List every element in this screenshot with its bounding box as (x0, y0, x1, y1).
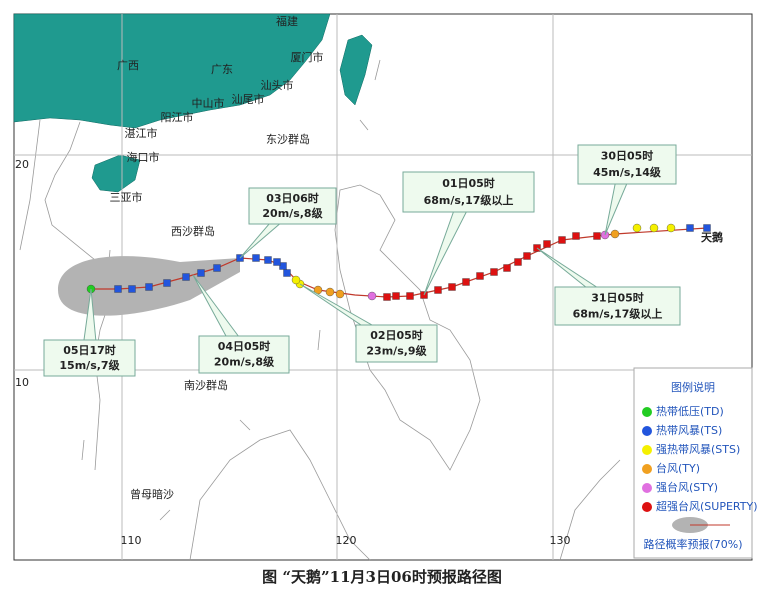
track-point (197, 269, 205, 277)
track-point (632, 223, 642, 233)
place-label: 广东 (211, 63, 233, 76)
callout-info: 23m/s,9级 (366, 344, 427, 358)
place-label: 汕头市 (261, 78, 294, 92)
lon-label: 110 (121, 534, 142, 547)
callout-time: 01日05时 (442, 176, 495, 190)
track-point (145, 283, 153, 291)
track-point (325, 287, 335, 297)
track-point (476, 272, 484, 280)
caption: 图 “天鹅”11月3日06时预报路径图 (262, 568, 502, 586)
callout-info: 68m/s,17级以上 (573, 306, 663, 320)
legend-marker (642, 464, 652, 474)
track-point (503, 264, 511, 272)
callout-info: 68m/s,17级以上 (424, 193, 514, 207)
place-label: 三亚市 (110, 190, 143, 204)
track-point (593, 232, 601, 240)
place-label: 天鹅 (701, 230, 723, 244)
track-point (392, 292, 400, 300)
track-point (128, 285, 136, 293)
track-point (490, 268, 498, 276)
legend-item: 超强台风(SUPERTY) (656, 499, 757, 513)
legend-marker (642, 502, 652, 512)
land (13, 13, 373, 193)
legend-item: 热带低压(TD) (656, 405, 724, 418)
track-point (367, 291, 377, 301)
place-label: 厦门市 (291, 50, 324, 64)
track-point (514, 258, 522, 266)
track-point (523, 252, 531, 260)
track-point (448, 283, 456, 291)
track-point (666, 223, 676, 233)
callout-time: 05日17时 (63, 343, 116, 357)
callout-time: 04日05时 (218, 339, 271, 353)
legend-marker (642, 483, 652, 493)
legend-box (633, 367, 753, 559)
legend-item: 强热带风暴(STS) (656, 443, 740, 456)
callout-time: 02日05时 (370, 328, 423, 342)
track-point (558, 236, 566, 244)
track-point (252, 254, 260, 262)
callout-info: 20m/s,8级 (214, 355, 275, 369)
legend-item: 强台风(STY) (656, 480, 718, 494)
track-point (273, 258, 281, 266)
place-label: 曾母暗沙 (130, 487, 174, 501)
place-label: 海口市 (127, 150, 160, 164)
track-point (383, 293, 391, 301)
place-label: 福建 (276, 14, 298, 28)
track-point (572, 232, 580, 240)
place-label: 湛江市 (125, 126, 158, 140)
track-point (543, 240, 551, 248)
track-point (434, 286, 442, 294)
lon-label: 120 (336, 534, 357, 547)
callout-box (577, 144, 677, 185)
legend-marker (642, 426, 652, 436)
callout-box (355, 324, 438, 363)
place-label: 汕尾市 (232, 92, 265, 106)
legend-title: 图例说明 (671, 380, 715, 394)
track-point (406, 292, 414, 300)
track-point (703, 224, 711, 232)
callout-box (248, 187, 337, 225)
track-point (279, 262, 287, 270)
place-label: 中山市 (192, 96, 225, 110)
callout-time: 03日06时 (266, 191, 319, 205)
track-point (114, 285, 122, 293)
legend-cone-label: 路径概率预报(70%) (643, 537, 742, 551)
track-point (686, 224, 694, 232)
track-point (163, 279, 171, 287)
track-point (213, 264, 221, 272)
track-point (610, 229, 620, 239)
legend-item: 台风(TY) (656, 461, 700, 475)
callout-box (43, 339, 136, 377)
callout-info: 45m/s,14级 (593, 165, 662, 179)
track-point (182, 273, 190, 281)
track-point (283, 269, 291, 277)
track-point (335, 289, 345, 299)
track-point (291, 275, 301, 285)
lon-label: 130 (550, 534, 571, 547)
callout-time: 30日05时 (601, 149, 654, 163)
callout-box (402, 171, 535, 213)
legend-marker (642, 407, 652, 417)
lat-label: 20 (15, 158, 29, 171)
track-point (264, 256, 272, 264)
place-label: 东沙群岛 (266, 132, 310, 146)
lat-label: 10 (15, 376, 29, 389)
callout-info: 20m/s,8级 (262, 206, 323, 220)
legend-marker (642, 445, 652, 455)
place-label: 广西 (117, 59, 139, 72)
track-point (462, 278, 470, 286)
place-label: 西沙群岛 (171, 224, 215, 238)
callout-info: 15m/s,7级 (59, 358, 120, 372)
callout-box (198, 335, 290, 374)
place-label: 阳江市 (161, 110, 194, 124)
callout-box (554, 286, 681, 326)
callout-time: 31日05时 (591, 290, 644, 304)
track-point (649, 223, 659, 233)
legend-item: 热带风暴(TS) (656, 424, 722, 437)
place-label: 南沙群岛 (184, 378, 228, 392)
